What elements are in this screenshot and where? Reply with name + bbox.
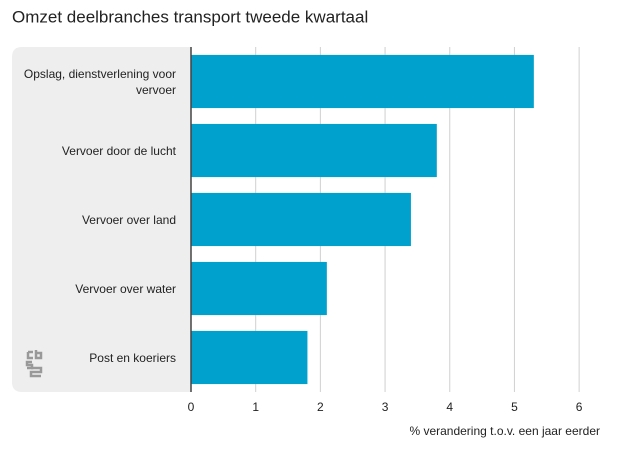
x-tick-label: 0: [188, 400, 195, 414]
bar: [191, 54, 534, 109]
x-tick-label: 6: [576, 400, 583, 414]
logo: [25, 350, 43, 378]
chart-title: Omzet deelbranches transport tweede kwar…: [12, 7, 368, 26]
x-tick-label: 1: [252, 400, 259, 414]
bar: [191, 330, 308, 385]
bar: [191, 261, 327, 316]
y-tick-label: Post en koeriers: [89, 350, 176, 365]
bar: [191, 123, 437, 178]
x-tick-label: 4: [446, 400, 453, 414]
x-axis-label: % verandering t.o.v. een jaar eerder: [409, 424, 600, 438]
y-tick-label: Vervoer door de lucht: [61, 143, 176, 158]
x-tick-label: 5: [511, 400, 518, 414]
x-tick-label: 2: [317, 400, 324, 414]
y-tick-label: Vervoer over land: [81, 212, 176, 227]
x-tick-label: 3: [382, 400, 389, 414]
y-tick-label: Vervoer over water: [75, 281, 176, 296]
y-tick-label: Opslag, dienstverlening voor vervoer: [23, 66, 176, 97]
bar: [191, 192, 411, 247]
label-panel: [12, 47, 191, 392]
